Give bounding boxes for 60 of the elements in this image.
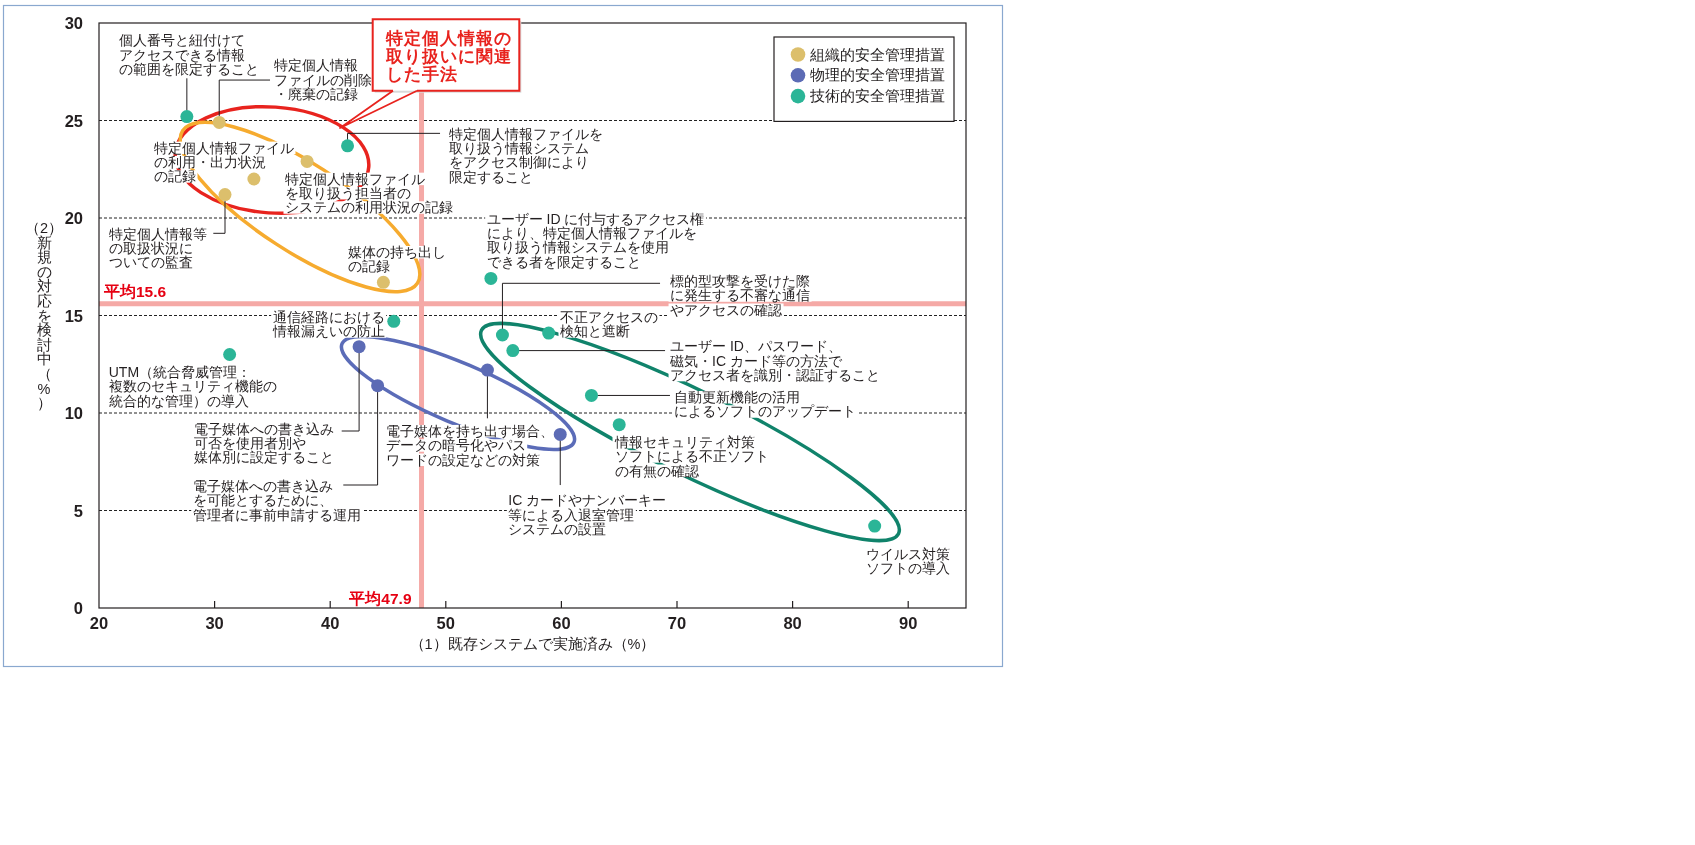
- point: [247, 172, 261, 186]
- point: [341, 139, 355, 153]
- ref-line-label: 平均47.9: [348, 590, 412, 607]
- annotation: 特定個人情報等の取扱状況についての監査: [108, 225, 207, 271]
- annotation: 個人番号と紐付けてアクセスできる情報の範囲を限定すること: [119, 32, 260, 77]
- point: [371, 379, 385, 393]
- point: [376, 275, 390, 289]
- y-tick-label: 10: [64, 404, 83, 422]
- point: [542, 326, 556, 340]
- annotation: 不正アクセスの検知と遮断: [559, 309, 658, 340]
- point: [480, 363, 494, 377]
- point: [218, 188, 232, 202]
- y-tick-label: 30: [64, 14, 83, 32]
- point: [584, 388, 598, 402]
- annotation: 媒体の持ち出しの記録: [347, 244, 446, 275]
- point: [223, 348, 237, 361]
- point: [612, 418, 626, 432]
- y-tick-label: 25: [64, 111, 83, 130]
- point: [212, 115, 226, 129]
- annotation: 特定個人情報の取り扱いに関連した手法: [384, 29, 512, 83]
- y-tick-label: 0: [73, 599, 83, 617]
- annotation: 自動更新機能の活用によるソフトのアップデート: [673, 389, 856, 420]
- ref-line-label: 平均15.6: [103, 282, 167, 300]
- annotation: ユーザー ID に付与するアクセス権により、特定個人情報ファイルを取り扱う情報システムを使用できる者を限定すること: [486, 210, 705, 270]
- y-tick-label: 5: [73, 501, 83, 520]
- annotation: IC カードやナンバーキー等による入退室管理システムの設置: [508, 492, 667, 537]
- annotation: 電子媒体を持ち出す場合、データの暗号化やパスワードの設定などの対策: [385, 423, 554, 468]
- annotation: 通信経路における情報漏えいの防止: [271, 309, 385, 340]
- x-tick-label: 80: [783, 614, 802, 632]
- annotation: 電子媒体への書き込みを可能とするために、管理者に事前申請する運用: [192, 478, 361, 523]
- annotation: UTM（統合脅威管理：複数のセキュリティ機能の統合的な管理）の導入: [108, 364, 277, 409]
- point: [506, 344, 520, 358]
- x-tick-label: 50: [436, 614, 455, 632]
- x-axis-title: （1）既存システムで実施済み（%）: [409, 636, 656, 652]
- x-tick-label: 20: [89, 614, 109, 632]
- legend-label: 物理的安全管理措置: [810, 67, 945, 84]
- annotation: 情報セキュリティ対策ソフトによる不正ソフトの有無の確認: [614, 434, 769, 479]
- x-tick-label: 70: [667, 614, 687, 632]
- point: [868, 519, 882, 533]
- annotation: ウイルス対策ソフトの導入: [865, 545, 950, 576]
- point: [300, 154, 314, 168]
- legend-label: 組織的安全管理措置: [809, 46, 945, 63]
- annotation: 特定個人情報ファイルの削除・廃棄の記録: [274, 57, 373, 102]
- y-tick-label: 20: [64, 209, 83, 227]
- legend-label: 技術的安全管理措置: [809, 88, 945, 105]
- x-tick-label: 40: [321, 614, 340, 632]
- x-tick-label: 60: [552, 614, 571, 632]
- point: [387, 314, 401, 328]
- point: [495, 328, 509, 342]
- text: （2）新規の対応を検討中（%）: [24, 219, 64, 412]
- point: [553, 427, 567, 441]
- annotation: 標的型攻撃を受けた際に発生する不審な通信やアクセスの確認: [670, 273, 811, 318]
- x-tick-label: 90: [899, 614, 918, 632]
- y-tick-label: 15: [64, 306, 83, 325]
- point: [180, 110, 194, 124]
- annotation: ユーザー ID、パスワード、磁気・IC カード等の方法でアクセス者を識別・認証すること: [669, 338, 881, 383]
- annotation: 電子媒体への書き込み可否を使用者別や媒体別に設定すること: [194, 420, 334, 466]
- point: [484, 271, 498, 285]
- point: [352, 340, 366, 354]
- x-tick-label: 30: [205, 614, 224, 632]
